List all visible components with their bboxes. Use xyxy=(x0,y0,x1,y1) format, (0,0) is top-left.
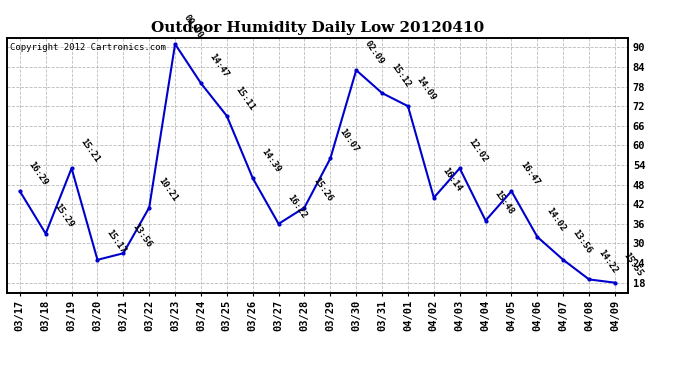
Text: 10:07: 10:07 xyxy=(337,127,360,154)
Text: 14:22: 14:22 xyxy=(596,248,619,275)
Text: 12:02: 12:02 xyxy=(466,137,489,164)
Text: 15:21: 15:21 xyxy=(79,137,101,164)
Text: 15:48: 15:48 xyxy=(493,189,515,216)
Text: 15:55: 15:55 xyxy=(622,251,644,279)
Text: 14:47: 14:47 xyxy=(208,52,230,79)
Text: 14:09: 14:09 xyxy=(415,75,437,102)
Text: 10:21: 10:21 xyxy=(156,176,179,203)
Text: 13:56: 13:56 xyxy=(570,228,593,256)
Text: 15:17: 15:17 xyxy=(104,228,127,256)
Text: 15:29: 15:29 xyxy=(52,202,75,229)
Text: 16:47: 16:47 xyxy=(518,160,541,187)
Text: 15:26: 15:26 xyxy=(311,176,334,203)
Text: 16:14: 16:14 xyxy=(441,166,464,194)
Text: 15:12: 15:12 xyxy=(389,62,412,89)
Title: Outdoor Humidity Daily Low 20120410: Outdoor Humidity Daily Low 20120410 xyxy=(151,21,484,35)
Text: 16:22: 16:22 xyxy=(286,192,308,220)
Text: Copyright 2012 Cartronics.com: Copyright 2012 Cartronics.com xyxy=(10,43,166,52)
Text: 02:09: 02:09 xyxy=(363,39,386,66)
Text: 16:29: 16:29 xyxy=(27,160,50,187)
Text: 14:39: 14:39 xyxy=(259,147,282,174)
Text: 15:11: 15:11 xyxy=(234,85,257,112)
Text: 13:56: 13:56 xyxy=(130,222,153,249)
Text: 14:02: 14:02 xyxy=(544,206,567,233)
Text: 00:00: 00:00 xyxy=(182,13,205,40)
